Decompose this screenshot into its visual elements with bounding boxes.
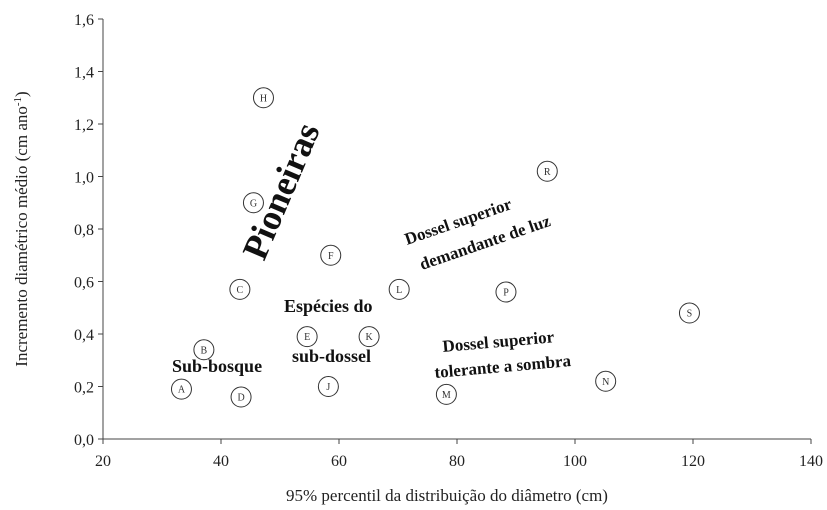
data-point-p: P	[495, 281, 517, 303]
annotation-pioneiras: Pioneiras	[235, 117, 328, 265]
point-label: M	[442, 390, 451, 401]
x-tick-label: 100	[563, 453, 587, 470]
data-point-l: L	[388, 278, 410, 300]
data-point-b: B	[193, 339, 215, 361]
annotation-sub-bosque: Sub-bosque	[172, 356, 262, 376]
point-marker	[495, 281, 517, 303]
annotation-dossel-sombra-line1: Dossel superior	[442, 327, 556, 356]
point-marker	[320, 244, 342, 266]
data-point-k: K	[358, 326, 380, 348]
point-marker	[435, 383, 457, 405]
point-label: J	[326, 382, 330, 393]
point-marker	[252, 87, 274, 109]
point-label: P	[503, 288, 509, 299]
point-label: N	[602, 377, 609, 388]
x-tick-label: 120	[681, 453, 705, 470]
y-ticks: 0,0 0,2 0,4 0,6 0,8 1,0 1,2 1,4 1,6	[74, 12, 103, 449]
data-point-d: D	[230, 386, 252, 408]
annotation-dossel-sombra-line2: tolerante a sombra	[434, 351, 573, 382]
y-tick-label: 0,0	[74, 432, 94, 449]
x-axis-title: 95% percentil da distribuição do diâmetr…	[286, 486, 608, 505]
y-axis-title-main: Incremento diamétrico médio (cm ano	[12, 106, 31, 367]
x-tick-label: 40	[213, 453, 229, 470]
point-marker	[229, 278, 251, 300]
point-label: D	[237, 393, 244, 404]
y-axis-title-superscript: -1	[12, 97, 24, 106]
point-marker	[193, 339, 215, 361]
data-point-m: M	[435, 383, 457, 405]
point-marker	[595, 370, 617, 392]
x-ticks: 20 40 60 80 100 120 140	[95, 439, 823, 470]
point-marker	[170, 378, 192, 400]
point-marker	[358, 326, 380, 348]
point-marker	[317, 376, 339, 397]
y-tick-label: 0,8	[74, 222, 94, 239]
data-point-n: N	[595, 370, 617, 392]
x-tick-label: 140	[799, 453, 823, 470]
x-tick-label: 20	[95, 453, 111, 470]
point-label: B	[201, 345, 208, 356]
point-label: E	[304, 332, 310, 343]
data-point-s: S	[678, 302, 700, 324]
y-tick-label: 1,0	[74, 170, 94, 187]
data-point-j: J	[317, 376, 339, 397]
data-point-h: H	[252, 87, 274, 109]
annotation-sub-dossel: sub-dossel	[292, 346, 371, 366]
data-point-e: E	[296, 326, 318, 348]
point-marker	[230, 386, 252, 408]
y-tick-label: 1,6	[74, 12, 94, 29]
point-label: S	[687, 309, 693, 320]
y-tick-label: 0,2	[74, 380, 94, 397]
point-label: R	[544, 167, 551, 178]
point-label: K	[365, 332, 373, 343]
data-point-g: G	[242, 192, 264, 214]
point-label: G	[250, 198, 257, 209]
point-label: A	[178, 385, 186, 396]
point-label: C	[237, 285, 244, 296]
point-label: F	[328, 251, 334, 262]
y-tick-label: 0,4	[74, 327, 94, 344]
y-tick-label: 1,4	[74, 65, 94, 82]
point-marker	[536, 160, 558, 182]
data-point-f: F	[320, 244, 342, 266]
point-marker	[296, 326, 318, 348]
y-axis-title: Incremento diamétrico médio (cm ano-1)	[12, 91, 31, 366]
point-marker	[242, 192, 264, 214]
point-label: L	[396, 285, 402, 296]
y-axis-title-close: )	[12, 91, 31, 97]
data-points: A B C D E F G H J K L M N P R S	[170, 87, 700, 408]
point-marker	[678, 302, 700, 324]
data-point-c: C	[229, 278, 251, 300]
data-point-r: R	[536, 160, 558, 182]
data-point-a: A	[170, 378, 192, 400]
x-tick-label: 80	[449, 453, 465, 470]
point-label: H	[260, 93, 267, 104]
annotation-especies: Espécies do	[284, 296, 373, 316]
y-tick-label: 1,2	[74, 117, 94, 134]
x-tick-label: 60	[331, 453, 347, 470]
y-tick-label: 0,6	[74, 275, 94, 292]
point-marker	[388, 278, 410, 300]
